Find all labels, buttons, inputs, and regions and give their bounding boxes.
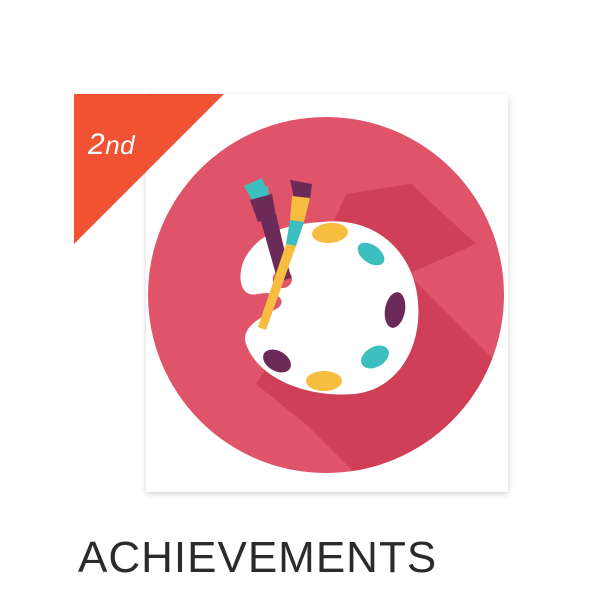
paint-spot-purple-right [384,292,406,328]
paint-palette-icon [148,117,504,473]
rank-suffix: nd [105,130,136,160]
paint-spot-yellow-bottom [306,371,342,391]
rank-ribbon [74,94,224,244]
achievement-card[interactable] [146,94,508,492]
paintbrush-right-icon [258,180,312,330]
rank-label: 2nd [88,130,135,160]
paint-spot-yellow-top [312,222,348,244]
paint-spot-teal-bottom [361,345,389,369]
rank-number: 2 [88,128,106,161]
paint-spot-teal-right [357,242,385,266]
paint-spot-purple-left [263,349,291,373]
section-title: ACHIEVEMENTS [78,533,438,582]
